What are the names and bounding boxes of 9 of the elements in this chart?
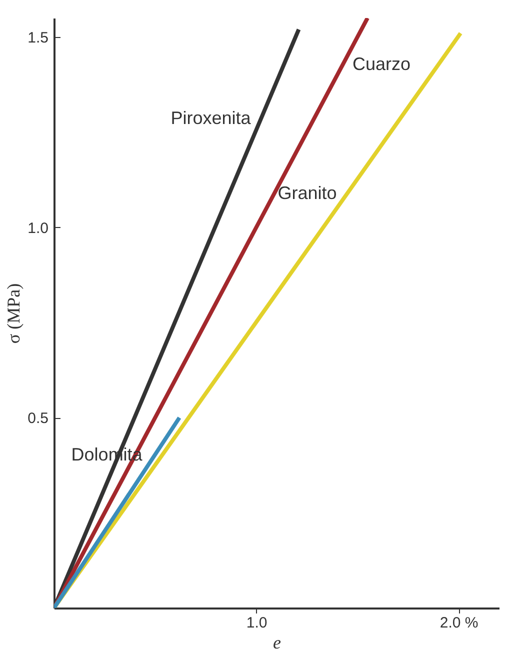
x-axis-title: e bbox=[273, 632, 281, 652]
series-label: Cuarzo bbox=[352, 54, 410, 74]
y-axis-title: σ (MPa) bbox=[4, 283, 24, 344]
y-tick-label: 1.5 bbox=[28, 30, 48, 47]
series-label: Piroxenita bbox=[170, 108, 252, 128]
y-tick-label: 0.5 bbox=[28, 410, 48, 428]
series-label: Granito bbox=[278, 183, 337, 204]
y-tick-label: 1.0 bbox=[28, 220, 48, 237]
x-tick-label: 2.0 % bbox=[440, 614, 478, 632]
